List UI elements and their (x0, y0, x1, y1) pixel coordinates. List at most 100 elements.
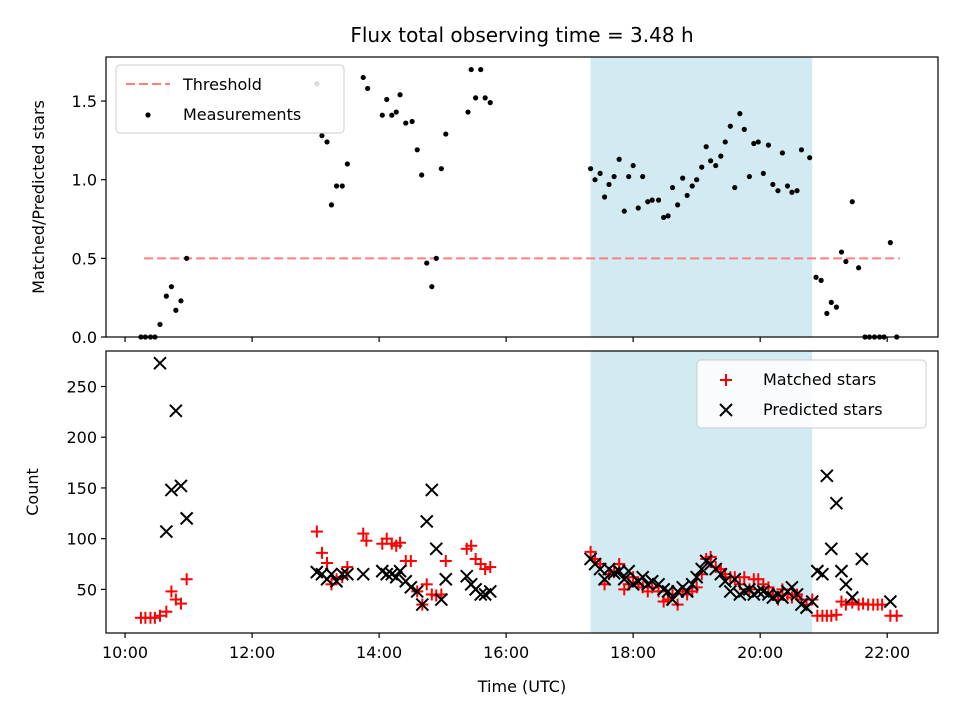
measurement-point (856, 265, 862, 271)
measurement-point (397, 92, 403, 98)
measurement-point (178, 298, 184, 304)
measurement-point (616, 156, 622, 162)
measurement-point (635, 205, 641, 211)
measurement-point (661, 214, 667, 221)
measurement-point (389, 112, 395, 118)
predicted-point (389, 570, 403, 584)
matched-point (148, 611, 161, 624)
measurement-point (360, 74, 366, 81)
series-measurements (138, 66, 900, 340)
predicted-point (728, 572, 742, 586)
matched-point (806, 593, 819, 606)
predicted-point (335, 567, 349, 581)
bottom-y-axis-ticks: 50 100 150 200 250 (66, 378, 106, 599)
measurement-point (473, 95, 479, 101)
measurement-point (798, 147, 805, 153)
measurement-point (487, 100, 493, 106)
y-tick-label: 100 (66, 530, 97, 549)
predicted-point (665, 592, 680, 607)
predicted-point (805, 594, 819, 609)
measurement-point (626, 173, 632, 180)
series-predicted-stars (153, 356, 898, 615)
y-tick-label: 1.5 (72, 92, 97, 111)
measurement-point (824, 310, 830, 317)
measurement-point (433, 255, 439, 261)
matched-point (360, 534, 373, 547)
y-tick-label: 1.0 (72, 171, 97, 190)
matched-point (174, 597, 187, 610)
bottom-x-axis-ticks: 10:00 12:00 14:00 16:00 18:00 20:00 22:00 (102, 633, 910, 662)
measurement-point (665, 213, 671, 219)
predicted-point (883, 594, 898, 609)
predicted-point (751, 584, 765, 599)
measurement-point (482, 95, 488, 101)
predicted-point (689, 570, 704, 584)
top-legend: Threshold Measurements (115, 64, 345, 134)
measurement-point (592, 177, 598, 183)
x-tick-label: 12:00 (229, 643, 275, 662)
predicted-point (824, 542, 839, 556)
measurement-point (409, 118, 415, 125)
predicted-point (855, 552, 869, 566)
predicted-point (340, 567, 355, 581)
predicted-point (169, 404, 183, 418)
matched-point (752, 573, 765, 586)
predicted-point (714, 567, 728, 581)
predicted-point (483, 584, 497, 599)
measurements-series (138, 66, 900, 340)
matched-point (469, 552, 482, 565)
top-x-axis-ticks (124, 337, 888, 342)
predicted-point (380, 567, 394, 581)
predicted-point (597, 572, 612, 586)
predicted-point (439, 572, 453, 586)
matched-point (341, 561, 354, 574)
legend-predicted-label: Predicted stars (763, 400, 883, 419)
predicted-point (425, 483, 439, 497)
measurement-point (849, 199, 855, 205)
y-tick-label: 50 (77, 580, 97, 599)
predicted-point (612, 564, 626, 578)
predicted-point (723, 584, 738, 599)
measurement-point (601, 194, 608, 200)
matched-point (310, 525, 323, 538)
x-tick-label: 14:00 (356, 643, 402, 662)
measurement-point (655, 197, 662, 203)
matched-point (465, 539, 478, 552)
measurement-point (168, 284, 175, 290)
measurement-point (843, 258, 849, 265)
measurement-point (339, 183, 345, 189)
top-y-axis-label: Matched/Predicted stars (29, 100, 48, 294)
measurement-point (838, 249, 845, 255)
measurement-point (680, 175, 686, 181)
predicted-point (356, 567, 370, 581)
measurement-point (770, 181, 776, 188)
measurement-point (319, 133, 325, 139)
predicted-point (845, 590, 859, 605)
predicted-point (460, 569, 474, 583)
measurement-point (365, 85, 371, 92)
predicted-point (834, 564, 849, 578)
matched-point (484, 561, 497, 574)
measurement-point (403, 120, 409, 126)
predicted-point (434, 592, 449, 607)
top-legend-box (115, 64, 345, 134)
predicted-point (429, 542, 443, 556)
matched-point (180, 573, 193, 586)
y-tick-label: 250 (66, 378, 97, 397)
legend-matched-label: Matched stars (763, 370, 876, 389)
legend-matched-swatch (720, 374, 732, 386)
predicted-point (790, 587, 804, 602)
measurement-point (468, 66, 474, 73)
x-tick-label: 10:00 (102, 643, 148, 662)
bottom-panel-frame (105, 350, 939, 634)
measurement-point (760, 170, 766, 177)
legend-measurements-swatch (145, 112, 151, 118)
bottom-y-axis-label: Count (23, 468, 42, 516)
matched-point (153, 609, 166, 622)
measurement-point (699, 164, 705, 170)
predicted-point (415, 597, 429, 612)
measurement-point (887, 240, 893, 246)
matched-point (404, 554, 417, 567)
predicted-point (635, 570, 650, 584)
measurement-point (621, 208, 627, 214)
